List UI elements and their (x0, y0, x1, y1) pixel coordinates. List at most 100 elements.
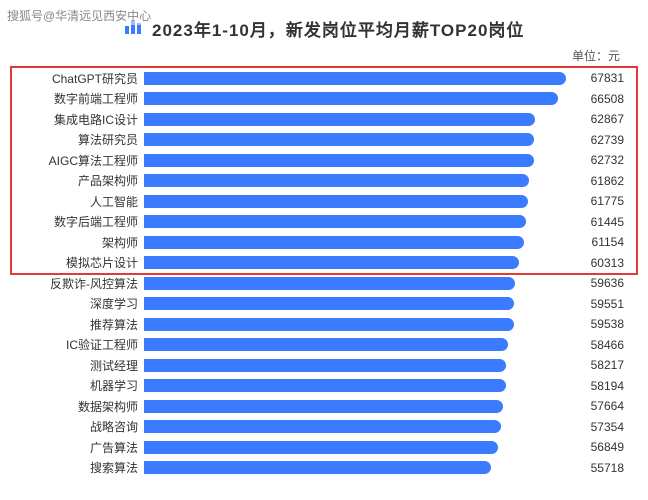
bar-row: 产品架构师61862 (24, 171, 624, 192)
bar-label: 架构师 (24, 234, 144, 251)
bar-value: 67831 (566, 71, 624, 85)
bar-label: 数字前端工程师 (24, 90, 144, 107)
bar-fill (144, 441, 498, 454)
bar-value: 61775 (566, 194, 624, 208)
bar-row: IC验证工程师 58466 (24, 335, 624, 356)
bar-track (144, 256, 566, 269)
bar-track (144, 215, 566, 228)
bar-chart: ChatGPT研究员 67831 数字前端工程师 66508 集成电路IC设计 62867… (0, 68, 648, 486)
bar-value: 62739 (566, 133, 624, 147)
bar-value: 58466 (566, 338, 624, 352)
bar-value: 56849 (566, 440, 624, 454)
bar-track (144, 133, 566, 146)
bar-row: 人工智能 61775 (24, 191, 624, 212)
bar-fill (144, 379, 506, 392)
bar-track (144, 318, 566, 331)
bar-fill (144, 215, 526, 228)
bar-label: IC验证工程师 (24, 336, 144, 353)
bar-track (144, 92, 566, 105)
bar-row: 广告算法 56849 (24, 437, 624, 458)
bar-label: 人工智能 (24, 193, 144, 210)
bar-value: 62732 (566, 153, 624, 167)
bar-row: 机器学习 58194 (24, 376, 624, 397)
bar-label: AIGC算法工程师 (24, 152, 144, 169)
bar-label: 广告算法 (24, 439, 144, 456)
bar-value: 59551 (566, 297, 624, 311)
bar-fill (144, 236, 524, 249)
bar-value: 57354 (566, 420, 624, 434)
bar-label: 数字后端工程师 (24, 213, 144, 230)
bar-label: 集成电路IC设计 (24, 111, 144, 128)
bar-row: 算法研究员 62739 (24, 130, 624, 151)
bar-value: 55718 (566, 461, 624, 475)
bar-fill (144, 338, 508, 351)
bar-row: 反欺诈-风控算法 59636 (24, 273, 624, 294)
bar-row: 数字后端工程师 61445 (24, 212, 624, 233)
bar-track (144, 113, 566, 126)
bar-label: 测试经理 (24, 357, 144, 374)
bar-row: 模拟芯片设计 60313 (24, 253, 624, 274)
bar-fill (144, 400, 503, 413)
bar-value: 66508 (566, 92, 624, 106)
bar-value: 60313 (566, 256, 624, 270)
bar-fill (144, 92, 558, 105)
bar-fill (144, 420, 501, 433)
bar-value: 61154 (566, 235, 624, 249)
bar-value: 57664 (566, 399, 624, 413)
bar-track (144, 420, 566, 433)
bar-row: 架构师 61154 (24, 232, 624, 253)
bar-track (144, 154, 566, 167)
bar-row: ChatGPT研究员 67831 (24, 68, 624, 89)
bar-track (144, 174, 566, 187)
unit-label: 单位：元 (0, 47, 648, 64)
bar-label: 模拟芯片设计 (24, 254, 144, 271)
bar-row: 推荐算法59538 (24, 314, 624, 335)
bar-fill (144, 154, 534, 167)
bar-label: 机器学习 (24, 377, 144, 394)
bar-value: 62867 (566, 112, 624, 126)
bar-row: 数据架构师 57664 (24, 396, 624, 417)
bar-row: 集成电路IC设计 62867 (24, 109, 624, 130)
chart-title: 2023年1-10月，新发岗位平均月薪TOP20岗位 (152, 16, 524, 41)
bar-track (144, 297, 566, 310)
bar-fill (144, 256, 519, 269)
bar-label: 数据架构师 (24, 398, 144, 415)
watermark-text: 搜狐号@华清远见西安中心 (4, 6, 154, 25)
bar-fill (144, 277, 515, 290)
bar-track (144, 379, 566, 392)
bar-value: 59538 (566, 317, 624, 331)
bar-row: 战略咨询 57354 (24, 417, 624, 438)
bar-value: 61445 (566, 215, 624, 229)
bar-fill (144, 72, 566, 85)
bar-fill (144, 195, 528, 208)
bar-track (144, 441, 566, 454)
bar-value: 59636 (566, 276, 624, 290)
bar-fill (144, 113, 535, 126)
bar-track (144, 277, 566, 290)
bar-fill (144, 359, 506, 372)
bar-label: 反欺诈-风控算法 (24, 275, 144, 292)
bar-label: ChatGPT研究员 (24, 70, 144, 87)
bar-track (144, 400, 566, 413)
bar-track (144, 195, 566, 208)
bar-track (144, 338, 566, 351)
bar-value: 58217 (566, 358, 624, 372)
bar-label: 算法研究员 (24, 131, 144, 148)
bar-fill (144, 133, 534, 146)
bar-row: 深度学习 59551 (24, 294, 624, 315)
bar-label: 深度学习 (24, 295, 144, 312)
bar-fill (144, 461, 491, 474)
bar-track (144, 461, 566, 474)
bar-track (144, 72, 566, 85)
bar-value: 58194 (566, 379, 624, 393)
bar-fill (144, 174, 529, 187)
bar-row: 搜索算法 55718 (24, 458, 624, 479)
bar-fill (144, 297, 514, 310)
bar-value: 61862 (566, 174, 624, 188)
bar-label: 战略咨询 (24, 418, 144, 435)
bar-row: 数字前端工程师 66508 (24, 89, 624, 110)
bar-track (144, 359, 566, 372)
bar-row: AIGC算法工程师 62732 (24, 150, 624, 171)
bar-fill (144, 318, 514, 331)
bar-label: 搜索算法 (24, 459, 144, 476)
